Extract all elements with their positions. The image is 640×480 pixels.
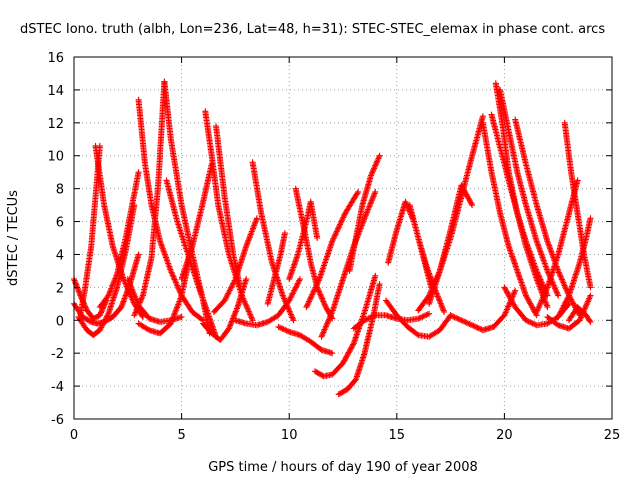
y-tick-label: -6 xyxy=(51,413,64,428)
data-point-markers xyxy=(178,161,215,283)
x-tick-label: 20 xyxy=(496,428,513,443)
series-arc xyxy=(415,113,486,314)
series-arc xyxy=(555,215,594,320)
series-arc xyxy=(92,142,146,320)
data-point-markers xyxy=(264,230,288,307)
data-point-markers xyxy=(292,185,336,322)
x-axis-label: GPS time / hours of day 190 of year 2008 xyxy=(208,460,478,475)
data-point-markers xyxy=(92,142,146,320)
data-points xyxy=(71,78,594,398)
y-tick-label: 12 xyxy=(47,117,64,132)
y-tick-label: 14 xyxy=(47,84,64,99)
data-point-markers xyxy=(210,215,260,315)
data-point-markers xyxy=(96,169,142,311)
series-arc xyxy=(178,161,215,283)
series-arc xyxy=(286,198,321,283)
data-point-markers xyxy=(383,297,454,340)
series-arc xyxy=(163,177,219,340)
series-arc xyxy=(200,276,250,343)
data-point-markers xyxy=(200,276,250,343)
data-point-markers xyxy=(555,215,594,320)
data-point-markers xyxy=(312,272,379,380)
y-tick-label: 8 xyxy=(56,183,64,198)
data-point-markers xyxy=(163,177,219,340)
series-arc xyxy=(312,272,379,380)
x-tick-label: 25 xyxy=(604,428,621,443)
y-tick-label: 4 xyxy=(56,248,64,263)
y-tick-label: 6 xyxy=(56,216,64,231)
series-arc xyxy=(292,185,336,322)
series-arc xyxy=(383,297,454,340)
series-arc xyxy=(135,96,207,324)
series-arc xyxy=(335,281,383,398)
series-arc xyxy=(96,169,142,311)
series-arc xyxy=(275,323,336,357)
y-tick-label: -4 xyxy=(51,380,64,395)
y-axis-label: dSTEC / TECUs xyxy=(6,190,21,286)
series-arc xyxy=(488,111,551,299)
data-point-markers xyxy=(286,198,321,283)
series-arc xyxy=(232,276,303,329)
data-point-markers xyxy=(544,292,594,332)
data-point-markers xyxy=(135,96,207,324)
series-arc xyxy=(210,215,260,315)
data-point-markers xyxy=(561,119,594,291)
data-point-markers xyxy=(275,323,336,357)
plot-frame xyxy=(73,56,613,420)
series-arc xyxy=(346,152,383,274)
data-point-markers xyxy=(232,276,303,329)
y-tick-label: 0 xyxy=(56,314,64,329)
axis-ticks: 0 5 10 15 20 25 -6 -4 -2 0 2 4 6 8 10 12 14 16 xyxy=(47,51,620,443)
data-point-markers xyxy=(479,119,540,319)
x-tick-label: 5 xyxy=(177,428,185,443)
series-arc xyxy=(479,119,540,319)
x-tick-label: 10 xyxy=(281,428,298,443)
data-point-markers xyxy=(566,304,594,325)
series-arc xyxy=(264,230,288,307)
data-point-markers xyxy=(415,113,486,314)
data-point-markers xyxy=(488,111,551,299)
data-point-markers xyxy=(497,86,562,299)
series-arc xyxy=(303,188,362,311)
series-arc xyxy=(544,292,594,332)
x-tick-label: 15 xyxy=(389,428,406,443)
y-tick-label: 16 xyxy=(47,51,64,66)
y-tick-label: 2 xyxy=(56,281,64,296)
data-point-markers xyxy=(303,188,362,311)
y-tick-label: -2 xyxy=(51,347,64,362)
chart-title: dSTEC Iono. truth (albh, Lon=236, Lat=48… xyxy=(20,22,605,37)
series-arc xyxy=(135,251,194,337)
series-arc xyxy=(561,119,594,291)
series-arc xyxy=(497,86,562,299)
y-tick-label: 10 xyxy=(47,150,64,165)
data-point-markers xyxy=(135,251,194,337)
data-point-markers xyxy=(346,152,383,274)
data-point-markers xyxy=(335,281,383,398)
series-arc xyxy=(566,304,594,325)
x-tick-label: 0 xyxy=(70,428,78,443)
